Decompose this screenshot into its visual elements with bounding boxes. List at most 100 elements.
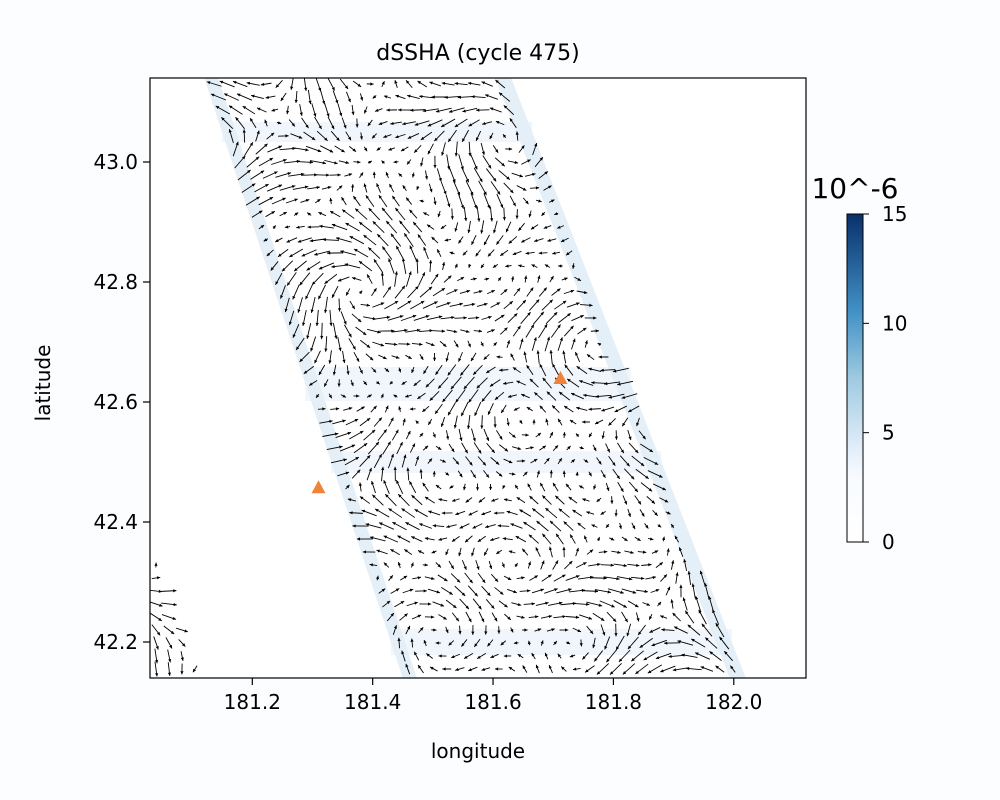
quiver-arrowhead xyxy=(552,405,556,409)
quiver-arrowhead xyxy=(595,421,599,425)
quiver-arrowhead xyxy=(567,313,571,317)
quiver-arrowhead xyxy=(610,537,615,541)
quiver-arrowhead xyxy=(435,371,439,375)
quiver-arrowhead xyxy=(390,549,394,553)
quiver-arrowhead xyxy=(558,508,563,512)
colorbar-tick-label: 0 xyxy=(882,530,895,554)
quiver-arrowhead xyxy=(500,204,504,208)
quiver-arrowhead xyxy=(490,537,494,542)
quiver-arrowhead xyxy=(424,176,429,180)
quiver-arrowhead xyxy=(313,113,317,117)
quiver-arrowhead xyxy=(392,522,396,526)
quiver-arrowhead xyxy=(559,391,563,396)
quiver-arrowhead xyxy=(562,546,566,551)
quiver-arrowhead xyxy=(431,342,435,346)
colorbar-gradient xyxy=(846,213,864,543)
quiver-arrowhead xyxy=(497,277,501,281)
quiver-arrowhead xyxy=(377,234,381,238)
quiver-arrowhead xyxy=(168,658,172,663)
quiver-arrowhead xyxy=(628,409,632,413)
quiver-arrowhead xyxy=(353,196,357,200)
quiver-arrowhead xyxy=(499,591,504,595)
quiver-arrowhead xyxy=(154,562,158,566)
quiver-arrowhead xyxy=(280,97,284,101)
quiver-arrowhead xyxy=(532,508,536,512)
quiver-arrowhead xyxy=(464,655,468,659)
quiver-arrowhead xyxy=(544,652,548,657)
quiver-arrowhead xyxy=(294,212,299,216)
quiver-arrowhead xyxy=(331,294,335,298)
quiver-arrowhead xyxy=(453,424,457,429)
quiver-arrowhead xyxy=(440,603,445,607)
quiver-arrowhead xyxy=(660,615,664,619)
quiver-arrowhead xyxy=(612,618,617,622)
quiver-arrowhead xyxy=(433,201,437,205)
quiver-arrowhead xyxy=(304,87,308,91)
quiver-arrowhead xyxy=(329,419,333,423)
quiver-arrowhead xyxy=(442,398,446,403)
quiver-arrowhead xyxy=(414,149,418,153)
quiver-arrowhead xyxy=(616,475,620,479)
quiver-arrowhead xyxy=(527,640,531,645)
quiver-arrowhead xyxy=(443,616,447,620)
quiver-arrowhead xyxy=(631,657,635,662)
quiver-arrowhead xyxy=(517,602,522,607)
quiver-arrowhead xyxy=(503,654,508,658)
quiver-arrowhead xyxy=(588,472,592,477)
colorbar-ticks: 0 5 10 15 xyxy=(863,202,907,554)
quiver-arrowhead xyxy=(269,197,274,201)
quiver-arrowhead xyxy=(501,409,505,414)
quiver-arrowhead xyxy=(450,565,454,569)
quiver-arrowhead xyxy=(534,238,538,243)
quiver-arrowhead xyxy=(401,285,405,290)
quiver-arrowhead xyxy=(598,603,603,607)
quiver-arrowhead xyxy=(305,124,309,129)
quiver-arrowhead xyxy=(335,407,340,411)
quiver-arrowhead xyxy=(584,459,589,463)
quiver-arrowhead xyxy=(699,570,703,575)
colorbar: 10^-6 0 5 10 15 xyxy=(811,172,907,554)
quiver-arrowhead xyxy=(640,576,645,580)
quiver-arrowhead xyxy=(480,425,484,429)
quiver-arrowhead xyxy=(546,336,550,341)
quiver-arrowhead xyxy=(513,313,518,317)
quiver-arrowhead xyxy=(528,213,532,218)
quiver-arrowhead xyxy=(305,199,310,203)
quiver-arrowhead xyxy=(155,646,159,650)
quiver-arrowhead xyxy=(494,667,499,671)
quiver-arrowhead xyxy=(605,524,610,528)
quiver-arrowhead xyxy=(614,513,618,517)
quiver-arrowhead xyxy=(460,277,465,281)
quiver-arrowhead xyxy=(434,301,438,305)
quiver-arrowhead xyxy=(719,636,723,641)
quiver-arrowhead xyxy=(511,472,516,476)
quiver-arrowhead xyxy=(545,418,549,423)
quiver-arrowhead xyxy=(271,108,276,112)
quiver-arrowhead xyxy=(319,224,323,228)
quiver-arrowhead xyxy=(480,230,484,234)
quiver-arrowhead xyxy=(545,508,549,512)
quiver-arrowhead xyxy=(336,137,340,141)
quiver-arrowhead xyxy=(455,617,459,622)
quiver-arrowhead xyxy=(564,364,568,369)
quiver-arrowhead xyxy=(417,395,421,399)
quiver-arrowhead xyxy=(556,533,560,538)
quiver-arrowhead xyxy=(455,398,459,403)
quiver-arrowhead xyxy=(424,496,429,500)
quiver-arrowhead xyxy=(515,215,519,219)
quiver-arrowhead xyxy=(496,302,501,306)
quiver-arrowhead xyxy=(558,264,562,268)
quiver-arrowhead xyxy=(522,300,526,304)
quiver-arrowhead xyxy=(630,550,634,554)
quiver-arrowhead xyxy=(366,418,371,422)
quiver-arrowhead xyxy=(363,381,367,386)
quiver-arrowhead xyxy=(361,509,366,513)
quiver-arrowhead xyxy=(495,80,499,84)
quiver-arrowhead xyxy=(410,562,414,567)
quiver-arrowhead xyxy=(309,382,313,386)
quiver-arrowhead xyxy=(335,100,339,104)
quiver-arrowhead xyxy=(424,445,429,450)
quiver-arrowhead xyxy=(525,200,529,205)
quiver-arrowhead xyxy=(406,342,411,346)
quiver-arrowhead xyxy=(627,513,631,517)
